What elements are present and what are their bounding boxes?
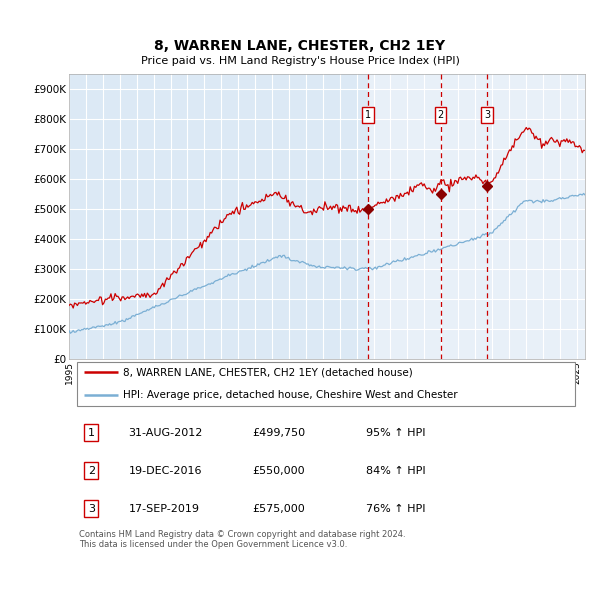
Text: 1: 1 [88,428,95,438]
Text: 8, WARREN LANE, CHESTER, CH2 1EY: 8, WARREN LANE, CHESTER, CH2 1EY [154,39,446,53]
Text: HPI: Average price, detached house, Cheshire West and Chester: HPI: Average price, detached house, Ches… [123,391,458,401]
Text: 17-SEP-2019: 17-SEP-2019 [128,504,199,514]
Text: £550,000: £550,000 [252,466,305,476]
Text: £575,000: £575,000 [252,504,305,514]
Text: 3: 3 [484,110,490,120]
Text: £499,750: £499,750 [252,428,305,438]
Text: 19-DEC-2016: 19-DEC-2016 [128,466,202,476]
Text: 31-AUG-2012: 31-AUG-2012 [128,428,203,438]
Text: Contains HM Land Registry data © Crown copyright and database right 2024.
This d: Contains HM Land Registry data © Crown c… [79,530,406,549]
Text: 2: 2 [88,466,95,476]
Text: 1: 1 [365,110,371,120]
Text: 2: 2 [437,110,444,120]
Text: 76% ↑ HPI: 76% ↑ HPI [366,504,425,514]
Text: 3: 3 [88,504,95,514]
Text: 84% ↑ HPI: 84% ↑ HPI [366,466,425,476]
Text: 8, WARREN LANE, CHESTER, CH2 1EY (detached house): 8, WARREN LANE, CHESTER, CH2 1EY (detach… [123,368,413,377]
FancyBboxPatch shape [77,362,575,406]
Text: Price paid vs. HM Land Registry's House Price Index (HPI): Price paid vs. HM Land Registry's House … [140,56,460,66]
Bar [368,74,600,359]
Text: 95% ↑ HPI: 95% ↑ HPI [366,428,425,438]
